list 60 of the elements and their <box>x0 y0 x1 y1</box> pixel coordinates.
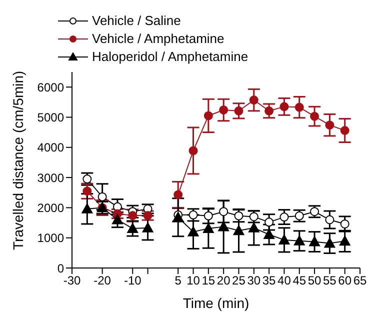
point <box>280 212 289 222</box>
y-tick-label: 1000 <box>37 231 64 246</box>
point <box>264 229 275 240</box>
point <box>280 102 289 112</box>
point <box>188 146 198 156</box>
legend-label: Vehicle / Saline <box>92 12 181 30</box>
point <box>82 203 93 214</box>
point <box>219 207 228 216</box>
point <box>142 222 154 232</box>
point <box>264 106 274 116</box>
point <box>310 112 320 121</box>
x-tick-label: -10 <box>124 274 142 288</box>
point <box>233 225 244 236</box>
x-tick-label: 65 <box>353 274 367 288</box>
x-tick-label: -30 <box>63 274 81 288</box>
point <box>339 236 350 246</box>
x-tick-label: 25 <box>232 274 246 288</box>
point <box>204 211 213 220</box>
point <box>278 234 290 244</box>
legend-label: Haloperidol / Amphetamine <box>92 48 248 66</box>
legend-label: Vehicle / Amphetamine <box>92 30 224 48</box>
x-tick-label: 50 <box>308 274 322 288</box>
x-tick-label: 45 <box>292 274 306 288</box>
x-tick-label: 60 <box>338 274 352 288</box>
point <box>340 219 350 228</box>
x-tick-label: 30 <box>247 274 261 288</box>
y-tick-label: 2000 <box>37 200 64 215</box>
point <box>310 207 320 216</box>
x-tick-label: -20 <box>94 274 112 288</box>
point <box>204 111 213 120</box>
x-axis-title: Time (min) <box>182 295 250 311</box>
y-axis-title: Travelled distance (cm/5min) <box>10 70 26 250</box>
point <box>294 102 304 112</box>
x-tick-label: 55 <box>323 274 337 288</box>
x-tick-label: 15 <box>202 274 216 288</box>
point <box>340 126 350 135</box>
point <box>82 186 92 196</box>
x-tick-label: 5 <box>174 274 182 288</box>
y-tick-label: 4000 <box>37 140 64 155</box>
y-tick-label: 3000 <box>37 170 64 185</box>
point <box>127 223 138 233</box>
point <box>249 96 258 105</box>
point <box>309 236 320 246</box>
x-tick-label: 10 <box>186 274 200 288</box>
point <box>174 190 183 200</box>
point <box>143 211 152 220</box>
point <box>128 211 138 220</box>
point <box>324 238 336 248</box>
x-tick-label: 35 <box>262 274 276 288</box>
point <box>219 105 228 114</box>
point <box>188 226 199 236</box>
y-tick-label: 5000 <box>37 110 64 124</box>
x-tick-label: 40 <box>278 274 292 288</box>
point <box>294 235 305 246</box>
x-tick-label: 20 <box>216 274 231 288</box>
y-tick-label: 0 <box>57 261 64 276</box>
point <box>234 106 244 116</box>
point <box>325 120 334 130</box>
point <box>325 215 334 224</box>
y-tick-label: 6000 <box>37 80 64 94</box>
